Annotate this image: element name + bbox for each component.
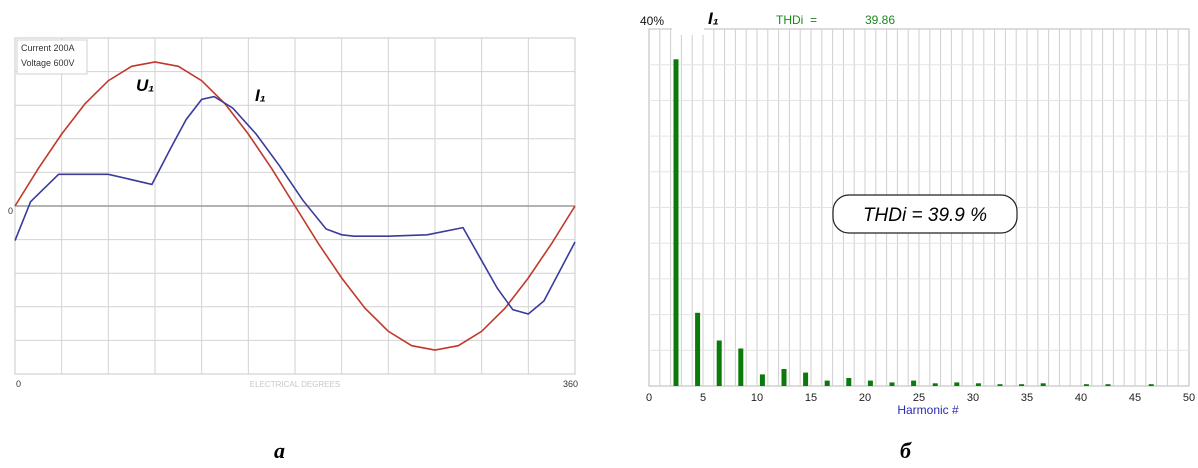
harmonic-bar <box>738 348 744 386</box>
x-tick-0: 0 <box>16 379 21 389</box>
harmonic-bar <box>1040 383 1046 386</box>
harmonic-bar <box>997 384 1003 386</box>
harmonic-bar <box>1083 384 1089 386</box>
waveform-chart: Current 200A Voltage 600V 0 0 360 ELECTR… <box>8 37 578 389</box>
harmonic-x-tick-label: 10 <box>751 392 763 404</box>
harmonic-bar <box>716 340 722 386</box>
thd-annotation-box <box>832 194 1018 234</box>
x-tick-360: 360 <box>563 379 578 389</box>
harmonic-bar <box>889 382 895 386</box>
thd-header-label: THDi = <box>776 13 817 27</box>
harmonic-x-label: Harmonic # <box>897 403 959 417</box>
harmonic-x-tick-label: 15 <box>805 392 817 404</box>
ytick-top-label: 40% <box>640 14 664 28</box>
harmonic-x-tick-label: 0 <box>646 392 652 404</box>
series-u1-line <box>14 61 576 351</box>
harmonic-bar <box>846 378 852 386</box>
y-zero-label: 0 <box>8 206 13 216</box>
harmonic-bar <box>1019 384 1025 386</box>
harmonic-grid <box>649 29 1189 386</box>
harmonic-bar <box>1148 384 1154 386</box>
harmonic-bar <box>803 372 809 386</box>
harmonic-bar <box>781 369 787 386</box>
harmonic-bar <box>824 380 830 386</box>
legend-box <box>16 39 88 75</box>
annotation-u1: U₁ <box>136 76 154 95</box>
x-axis-label: ELECTRICAL DEGREES <box>250 380 340 389</box>
harmonic-bar <box>673 59 679 387</box>
harmonic-bar <box>867 380 873 386</box>
harmonic-x-tick-label: 40 <box>1075 392 1087 404</box>
harmonic-title: I₁ <box>708 9 719 28</box>
harmonic-bars <box>673 59 1154 387</box>
harmonic-x-tick-label: 5 <box>700 392 706 404</box>
legend-current: Current 200A <box>21 43 75 53</box>
thd-annotation-text: THDi = 39.9 % <box>863 205 987 226</box>
caption-left: a <box>274 438 285 463</box>
harmonic-bar <box>759 374 765 386</box>
harmonic-x-tick-label: 45 <box>1129 392 1141 404</box>
harmonic-x-ticks: 0 5 10 15 20 25 30 35 40 45 50 <box>646 392 1195 404</box>
series-i1-line <box>14 95 576 315</box>
caption-right: б <box>900 438 911 463</box>
harmonic-bar <box>975 383 981 386</box>
harmonic-x-tick-label: 35 <box>1021 392 1033 404</box>
harmonic-bar <box>932 383 938 386</box>
harmonic-x-tick-label: 25 <box>913 392 925 404</box>
harmonic-bar <box>1105 384 1111 386</box>
harmonic-x-tick-label: 20 <box>859 392 871 404</box>
harmonic-bar <box>911 380 917 386</box>
harmonic-x-tick-label: 50 <box>1183 392 1195 404</box>
harmonic-bar <box>695 312 701 386</box>
annotation-i1: I₁ <box>255 86 266 105</box>
harmonic-x-tick-label: 30 <box>967 392 979 404</box>
legend-voltage: Voltage 600V <box>21 58 75 68</box>
harmonic-chart: 40% I₁ THDi = 39.86 0 5 10 15 20 25 30 35 40 45 50… <box>640 9 1195 417</box>
header-mask <box>672 25 704 35</box>
thd-header-value: 39.86 <box>865 13 895 27</box>
harmonic-bar <box>954 382 960 386</box>
